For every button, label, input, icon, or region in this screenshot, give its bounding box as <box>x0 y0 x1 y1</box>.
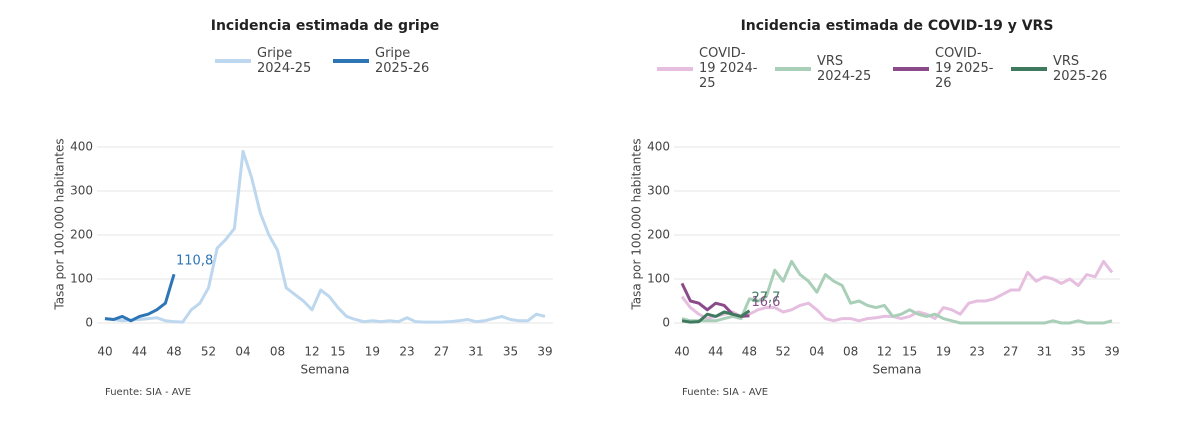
legend-swatch <box>775 66 811 71</box>
chart: Incidencia estimada de gripe 0 100 200 300 40… <box>53 18 553 398</box>
series-line <box>104 273 176 323</box>
chart-title: Incidencia estimada de gripe <box>211 18 440 34</box>
x-tick-label: 15 <box>330 345 345 359</box>
legend-swatch <box>1011 66 1047 71</box>
y-tick-label: 0 <box>662 316 670 330</box>
y-tick-label: 100 <box>70 272 93 286</box>
series-line <box>104 149 546 324</box>
x-tick-label: 04 <box>235 345 250 359</box>
x-tick-label: 35 <box>1071 345 1086 359</box>
legend-item: COVID-19 2024-25 <box>657 46 761 91</box>
x-tick-label: 48 <box>166 345 181 359</box>
x-tick-label: 19 <box>365 345 380 359</box>
legend-label: COVID-19 2024-25 <box>699 46 758 91</box>
x-tick-label: 40 <box>674 345 689 359</box>
y-tick-label: 200 <box>647 228 670 242</box>
legend-item: COVID-19 2025-26 <box>893 46 997 91</box>
x-tick-label: 12 <box>877 345 892 359</box>
x-tick-label: 08 <box>843 345 858 359</box>
y-axis-label: Tasa por 100.000 habitantes <box>53 138 67 310</box>
x-tick-label: 27 <box>434 345 449 359</box>
value-label: 16,6 <box>751 295 780 310</box>
legend-label: VRS 2025-26 <box>1053 53 1108 84</box>
x-tick-label: 44 <box>132 345 147 359</box>
x-tick-label: 12 <box>304 345 319 359</box>
legend-label: COVID-19 2025-26 <box>935 46 994 91</box>
chart: Incidencia estimada de COVID-19 y VRS 0 10… <box>630 18 1120 398</box>
series-line <box>680 282 750 318</box>
y-tick-label: 400 <box>647 140 670 154</box>
x-tick-label: 35 <box>503 345 518 359</box>
y-tick-label: 400 <box>70 140 93 154</box>
legend-item: Gripe 2025-26 <box>333 46 437 76</box>
legend-swatch <box>893 66 929 71</box>
series-line <box>681 309 751 324</box>
legend-label: Gripe 2025-26 <box>375 46 430 76</box>
y-axis-label: Tasa por 100.000 habitantes <box>630 138 644 310</box>
legend-item: Gripe 2024-25 <box>215 46 319 76</box>
x-tick-label: 19 <box>936 345 951 359</box>
legend-item: VRS 2025-26 <box>1011 46 1115 91</box>
x-tick-label: 08 <box>270 345 285 359</box>
x-tick-label: 27 <box>1003 345 1018 359</box>
legend-swatch <box>333 59 369 63</box>
x-tick-label: 31 <box>468 345 483 359</box>
x-tick-label: 04 <box>809 345 824 359</box>
x-tick-label: 23 <box>399 345 414 359</box>
series-line <box>681 259 1113 325</box>
legend-label: VRS 2024-25 <box>817 53 872 84</box>
value-label: 27,7 <box>751 290 780 305</box>
value-label: 110,8 <box>176 254 213 269</box>
y-tick-label: 300 <box>70 184 93 198</box>
x-tick-label: 39 <box>537 345 552 359</box>
x-tick-label: 44 <box>708 345 723 359</box>
y-tick-label: 300 <box>647 184 670 198</box>
source: Fuente: SIA - AVE <box>105 387 191 398</box>
x-tick-label: 40 <box>97 345 112 359</box>
x-axis-label: Semana <box>872 363 921 377</box>
y-tick-label: 0 <box>85 316 93 330</box>
x-axis-label: Semana <box>300 363 349 377</box>
x-tick-label: 48 <box>742 345 757 359</box>
source: Fuente: SIA - AVE <box>682 387 768 398</box>
legend: COVID-19 2024-25 VRS 2024-25 COVID-19 2025… <box>657 46 1115 91</box>
legend-swatch <box>215 59 251 63</box>
x-tick-label: 52 <box>776 345 791 359</box>
x-tick-label: 31 <box>1037 345 1052 359</box>
legend: Gripe 2024-25 Gripe 2025-26 <box>215 46 437 76</box>
legend-label: Gripe 2024-25 <box>257 46 312 76</box>
x-tick-label: 15 <box>902 345 917 359</box>
legend-swatch <box>657 66 693 71</box>
chart-title: Incidencia estimada de COVID-19 y VRS <box>741 18 1054 34</box>
x-tick-label: 23 <box>969 345 984 359</box>
y-tick-label: 100 <box>647 272 670 286</box>
x-tick-label: 39 <box>1104 345 1119 359</box>
series-line <box>680 259 1114 323</box>
legend-item: VRS 2024-25 <box>775 46 879 91</box>
y-tick-label: 200 <box>70 228 93 242</box>
x-tick-label: 52 <box>201 345 216 359</box>
